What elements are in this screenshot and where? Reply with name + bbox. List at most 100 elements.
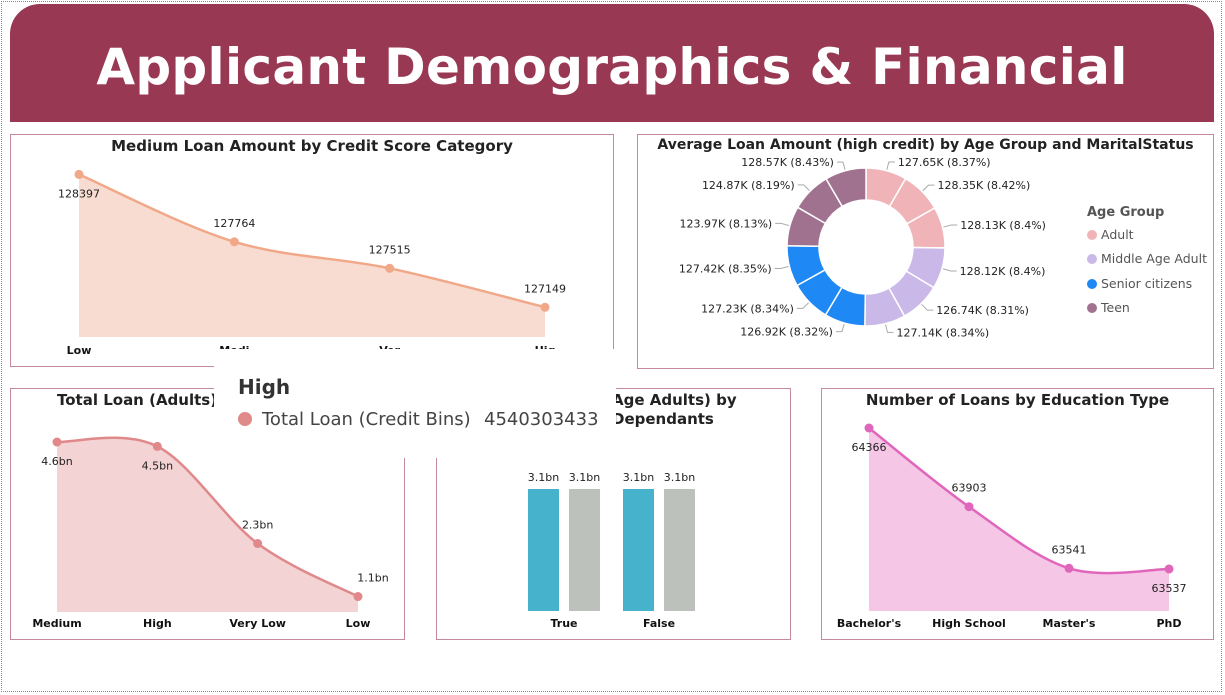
tooltip-series-label: Total Loan (Credit Bins) (262, 409, 471, 430)
data-label: 128.12K (8.4%) (960, 265, 1046, 278)
credit-score-chart-title: Medium Loan Amount by Credit Score Categ… (111, 137, 513, 155)
data-point[interactable] (52, 437, 62, 447)
data-label: 63903 (952, 482, 987, 495)
age-marital-chart-panel[interactable]: Average Loan Amount (high credit) by Age… (637, 134, 1214, 369)
education-chart-title: Number of Loans by Education Type (865, 391, 1170, 409)
credit-score-chart[interactable]: 128397Low127764Medi127515Ver127149Hig (11, 135, 613, 366)
data-label: 128.57K (8.43%) (741, 156, 834, 169)
data-point[interactable] (253, 539, 263, 549)
dependants-chart-title-line2: Dependants (612, 410, 714, 428)
dependants-bar-chart[interactable]: 3.1bn 3.1bn True 3.1bn 3.1bn False (437, 389, 790, 639)
age-marital-chart-title: Average Loan Amount (high credit) by Age… (657, 137, 1194, 153)
category-label: Low (67, 344, 92, 357)
chart-tooltip: High Total Loan (Credit Bins) 4540303433 (214, 349, 616, 458)
series-line[interactable] (56, 436, 359, 598)
bar[interactable] (623, 489, 654, 611)
data-label: 1.1bn (357, 572, 388, 585)
leader-line[interactable] (836, 161, 846, 170)
legend-label: Senior citizens (1101, 276, 1193, 291)
data-point[interactable] (964, 502, 974, 512)
data-point[interactable] (229, 237, 239, 247)
data-point[interactable] (1164, 564, 1174, 574)
education-chart[interactable]: 64366 Bachelor's 63903 High School 63541 Mast… (822, 389, 1213, 639)
data-label: 128397 (58, 187, 100, 200)
dependants-chart-panel[interactable]: Age Adults) by Dependants 3.1bn 3.1bn True… (436, 388, 791, 640)
data-point[interactable] (864, 423, 874, 433)
data-label: 128.13K (8.4%) (960, 219, 1046, 232)
legend-label: Middle Age Adult (1101, 251, 1207, 266)
data-label: 63537 (1152, 582, 1187, 595)
leader-line[interactable] (921, 304, 934, 311)
category-label: Medium (32, 617, 81, 630)
data-point[interactable] (74, 169, 84, 179)
data-point[interactable] (152, 441, 162, 451)
bar[interactable] (528, 489, 559, 611)
series-line[interactable] (868, 427, 1170, 575)
data-label: 64366 (852, 441, 887, 454)
data-label: 127.65K (8.37%) (898, 156, 991, 169)
legend-dot (1087, 254, 1097, 264)
data-label: 127149 (524, 282, 566, 295)
category-label: True (550, 617, 577, 630)
data-label: 4.5bn (142, 459, 173, 472)
legend-item-middle-age-adult[interactable]: Middle Age Adult (1087, 251, 1207, 266)
legend-dot (1087, 279, 1097, 289)
legend-item-adult[interactable]: Adult (1087, 227, 1134, 242)
bar[interactable] (569, 489, 600, 611)
adults-loan-chart[interactable]: 4.6bn Medium 4.5bn High 2.3bn Very Low 1.1bn Lo… (11, 389, 404, 639)
data-label: 127.23K (8.34%) (701, 302, 794, 315)
report-header: Applicant Demographics & Financial Profi… (10, 4, 1214, 222)
data-label: 128.35K (8.42%) (938, 179, 1031, 192)
data-label: 3.1bn (569, 471, 600, 484)
data-point[interactable] (540, 302, 550, 312)
donut-slice[interactable] (825, 167, 867, 208)
category-label: High School (932, 617, 1006, 630)
leader-line[interactable] (797, 184, 810, 191)
legend-label: Adult (1101, 227, 1134, 242)
data-label: 127764 (213, 217, 255, 230)
dependants-chart-title-line1: Age Adults) by (612, 391, 737, 409)
credit-score-chart-panel[interactable]: Medium Loan Amount by Credit Score Categ… (10, 134, 614, 367)
age-group-legend-title: Age Group (1087, 205, 1165, 220)
data-label: 3.1bn (664, 471, 695, 484)
data-label: 123.97K (8.13%) (679, 217, 772, 230)
legend-item-senior-citizens[interactable]: Senior citizens (1087, 276, 1192, 291)
leader-line[interactable] (796, 302, 809, 309)
area-fill[interactable] (79, 174, 545, 337)
data-label: 127.42K (8.35%) (679, 262, 772, 275)
data-label: 63541 (1052, 543, 1087, 556)
category-label: Bachelor's (837, 617, 902, 630)
adults-loan-chart-title: Total Loan (Adults) by (57, 391, 243, 409)
data-point[interactable] (385, 263, 395, 273)
category-label: Master's (1043, 617, 1096, 630)
category-label: High (143, 617, 172, 630)
data-label: 124.87K (8.19%) (702, 179, 795, 192)
leader-line[interactable] (774, 266, 789, 269)
legend-item-teen[interactable]: Teen (1087, 300, 1130, 315)
tooltip-series-dot (238, 412, 252, 426)
leader-line[interactable] (943, 224, 958, 228)
area-fill[interactable] (57, 437, 358, 612)
data-label: 127515 (369, 243, 411, 256)
category-label: Very Low (229, 617, 286, 630)
leader-line[interactable] (885, 324, 894, 333)
data-label: 126.74K (8.31%) (936, 304, 1029, 317)
area-fill[interactable] (869, 428, 1169, 611)
data-point[interactable] (1064, 563, 1074, 573)
tooltip-series-value: 4540303433 (484, 409, 599, 430)
legend-dot (1087, 303, 1097, 313)
leader-line[interactable] (942, 268, 957, 272)
education-chart-panel[interactable]: Number of Loans by Education Type 64366 B… (821, 388, 1214, 640)
data-point[interactable] (353, 592, 363, 602)
leader-line[interactable] (886, 161, 895, 170)
leader-line[interactable] (922, 184, 935, 192)
series-line[interactable] (78, 173, 546, 309)
bar[interactable] (664, 489, 695, 611)
data-label: 3.1bn (623, 471, 654, 484)
category-label: Low (346, 617, 371, 630)
leader-line[interactable] (775, 222, 790, 227)
data-label: 4.6bn (41, 455, 72, 468)
leader-line[interactable] (835, 323, 845, 333)
age-marital-donut-chart[interactable]: 127.65K (8.37%) 128.35K (8.42%) 128.13K (8… (638, 135, 1078, 368)
